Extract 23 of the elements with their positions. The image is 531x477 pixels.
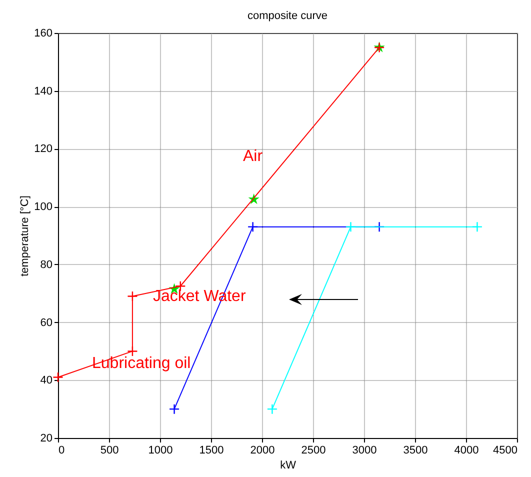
- x-tick-label: 2000: [250, 444, 275, 456]
- y-tick-label: 60: [40, 316, 52, 329]
- x-tick-label: 0: [58, 444, 65, 456]
- y-tick-label: 20: [40, 432, 52, 444]
- y-tick-label: 80: [40, 258, 52, 271]
- y-axis-title: temperature [°C]: [19, 196, 32, 276]
- y-tick-label: 100: [34, 201, 52, 214]
- x-axis-title: kW: [280, 460, 297, 472]
- x-tick-label: 500: [100, 444, 119, 456]
- x-tick-label: 4500: [493, 444, 518, 456]
- annotation: Lubricating oil: [92, 355, 191, 373]
- y-tick-label: 160: [34, 28, 52, 40]
- y-tick-label: 120: [34, 143, 52, 156]
- annotation: Air: [243, 148, 263, 166]
- x-tick-label: 3000: [352, 444, 377, 456]
- x-tick-label: 1000: [148, 444, 173, 456]
- chart-title: composite curve: [247, 10, 328, 22]
- x-tick-label: 2500: [301, 444, 326, 456]
- y-tick-label: 40: [40, 374, 52, 387]
- y-tick-label: 140: [34, 85, 52, 98]
- x-tick-label: 4000: [454, 444, 479, 456]
- x-tick-label: 1500: [199, 444, 224, 456]
- x-tick-label: 3500: [403, 444, 428, 456]
